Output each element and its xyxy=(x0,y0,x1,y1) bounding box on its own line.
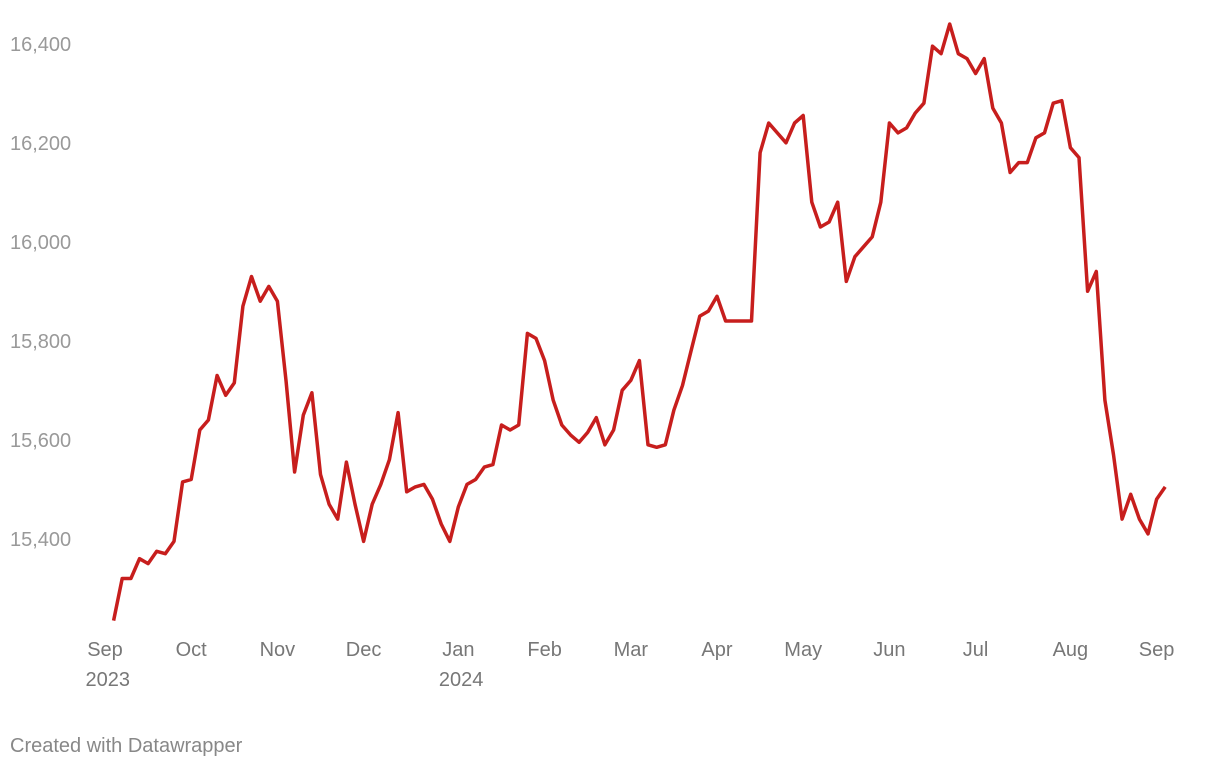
x-tick-label: Sep 2023 xyxy=(80,639,130,691)
x-tick-label: Jun xyxy=(873,639,905,661)
line xyxy=(111,22,1167,621)
y-tick-label: 16,000 xyxy=(10,232,71,254)
y-tick-label: 15,400 xyxy=(10,529,71,551)
x-tick-label: Feb xyxy=(527,639,561,661)
x-tick-label: Oct xyxy=(176,639,208,661)
y-tick-label: 16,400 xyxy=(10,34,71,56)
x-tick-label: Nov xyxy=(260,639,296,661)
credit: Created with Datawrapper xyxy=(10,735,243,757)
y-tick-label: 15,800 xyxy=(10,331,71,353)
x-tick-label: Jul xyxy=(963,639,989,661)
y-tick-label: 16,200 xyxy=(10,133,71,155)
x-tick-label: Mar xyxy=(614,639,649,661)
x-tick-label: Apr xyxy=(701,639,732,661)
x-tick-label: Aug xyxy=(1053,639,1089,661)
x-tick-label: Jan 2024 xyxy=(433,639,483,691)
y-tick-label: 15,600 xyxy=(10,430,71,452)
x-tick-label: May xyxy=(784,639,822,661)
x-tick-label: Dec xyxy=(346,639,382,661)
x-tick-label: Sep xyxy=(1139,639,1175,661)
